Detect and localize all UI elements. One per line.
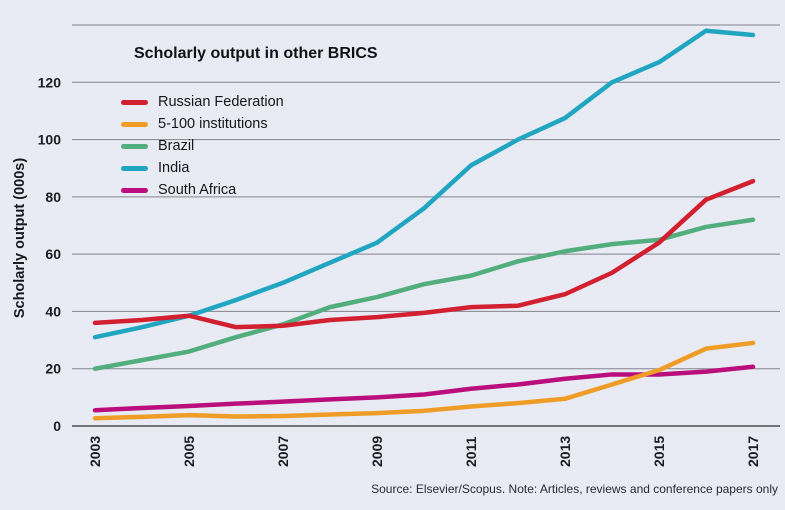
y-tick-label-40: 40 [45,303,61,319]
y-tick-label-120: 120 [38,74,62,90]
x-tick-label-2005: 2005 [181,436,197,467]
y-tick-label-20: 20 [45,361,61,377]
series-line-india [92,28,756,340]
legend-swatch-india [121,165,148,171]
x-tick-label-2017: 2017 [745,436,761,467]
legend-label-russian-federation: Russian Federation [158,93,284,110]
legend-item-5-100-institutions: 5-100 institutions [121,113,284,135]
legend-item-brazil: Brazil [121,135,284,157]
legend-swatch-south-africa [121,187,148,193]
source-note: Source: Elsevier/Scopus. Note: Articles,… [371,482,778,496]
chart-title: Scholarly output in other BRICS [134,45,378,62]
y-tick-label-0: 0 [53,418,61,434]
series-line-russian-federation [92,178,756,330]
y-axis-title: Scholarly output (000s) [12,157,28,319]
x-tick-label-2003: 2003 [87,436,103,467]
legend-swatch-brazil [121,143,148,149]
y-tick-label-60: 60 [45,246,61,262]
legend-item-south-africa: South Africa [121,179,284,201]
legend-item-russian-federation: Russian Federation [121,91,284,113]
legend-label-5-100-institutions: 5-100 institutions [158,115,268,132]
legend: Russian Federation 5-100 institutions Br… [121,91,284,201]
legend-item-india: India [121,157,284,179]
legend-label-india: India [158,159,190,176]
x-tick-label-2009: 2009 [369,436,385,467]
legend-label-south-africa: South Africa [158,181,237,198]
series-line-brazil [92,217,756,371]
y-tick-label-100: 100 [38,132,62,148]
x-tick-label-2015: 2015 [651,436,667,467]
series-line-5-100-institutions [92,340,756,421]
legend-swatch-russian-federation [121,99,148,105]
y-tick-label-80: 80 [45,189,61,205]
x-tick-label-2007: 2007 [275,436,291,467]
legend-label-brazil: Brazil [158,137,195,154]
x-tick-label-2013: 2013 [557,436,573,467]
legend-swatch-5-100-institutions [121,121,148,127]
x-tick-label-2011: 2011 [463,436,479,467]
